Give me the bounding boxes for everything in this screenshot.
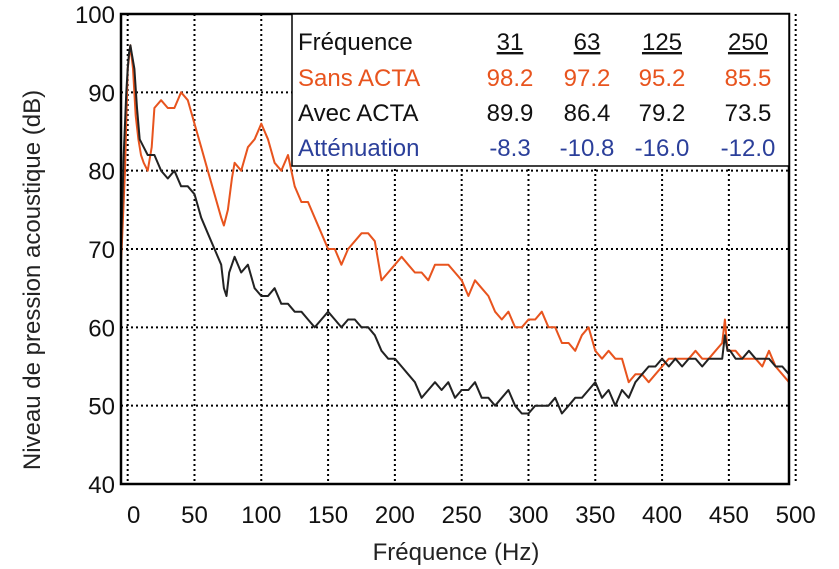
table-header-values: 31 63 125 250 — [497, 29, 768, 56]
series-line-sans-acta — [120, 44, 790, 384]
x-tick-label: 0 — [127, 502, 140, 529]
table-cell: -16.0 — [635, 135, 690, 162]
x-tick-label: 50 — [181, 502, 208, 529]
y-tick-label: 100 — [75, 2, 115, 29]
x-tick-label: 500 — [776, 502, 816, 529]
table-header-value: 250 — [728, 29, 768, 56]
x-tick-label: 350 — [575, 502, 615, 529]
table-box — [291, 13, 790, 167]
x-tick-label: 150 — [308, 502, 348, 529]
x-axis-label: Fréquence (Hz) — [373, 539, 540, 566]
table-rows: Sans ACTA 98.2 97.2 95.2 85.5 Avec ACTA 89.9 86… — [298, 65, 775, 162]
y-tick-label: 80 — [88, 159, 115, 186]
y-tick-labels: 40 50 60 70 80 90 100 — [75, 2, 115, 499]
x-tick-label: 200 — [375, 502, 415, 529]
table-header-value: 31 — [497, 29, 524, 56]
series-lines — [120, 44, 790, 415]
table-cell: 85.5 — [725, 65, 772, 92]
table-cell: 73.5 — [725, 100, 772, 127]
y-tick-label: 90 — [88, 80, 115, 107]
table-header-label: Fréquence — [298, 29, 413, 56]
x-tick-label: 300 — [508, 502, 548, 529]
table-cell: 98.2 — [487, 65, 534, 92]
y-tick-label: 70 — [88, 237, 115, 264]
table-cell: -8.3 — [489, 135, 530, 162]
series-line-avec-acta — [120, 44, 790, 415]
y-tick-label: 40 — [88, 472, 115, 499]
table-cell: 86.4 — [564, 100, 611, 127]
y-tick-label: 50 — [88, 394, 115, 421]
table-cell: -12.0 — [721, 135, 776, 162]
table-cell: 95.2 — [639, 65, 686, 92]
table-cell: 89.9 — [487, 100, 534, 127]
x-tick-label: 100 — [241, 502, 281, 529]
x-tick-labels: 0 50 100 150 200 250 300 350 400 450 500 — [127, 502, 816, 529]
table-header-value: 63 — [574, 29, 601, 56]
table-cell: -10.8 — [560, 135, 615, 162]
y-tick-label: 60 — [88, 315, 115, 342]
table-row-label: Atténuation — [298, 135, 419, 162]
table-header-value: 125 — [642, 29, 682, 56]
table-cell: 79.2 — [639, 100, 686, 127]
frequency-table: Fréquence 31 63 125 250 Sans ACTA 98.2 97.2 95… — [291, 13, 790, 167]
x-tick-label: 450 — [709, 502, 749, 529]
table-row-label: Avec ACTA — [298, 100, 419, 127]
y-axis-label: Niveau de pression acoustique (dB) — [19, 90, 46, 470]
table-row-label: Sans ACTA — [298, 65, 420, 92]
table-cell: 97.2 — [564, 65, 611, 92]
x-tick-label: 400 — [642, 502, 682, 529]
x-tick-label: 250 — [442, 502, 482, 529]
